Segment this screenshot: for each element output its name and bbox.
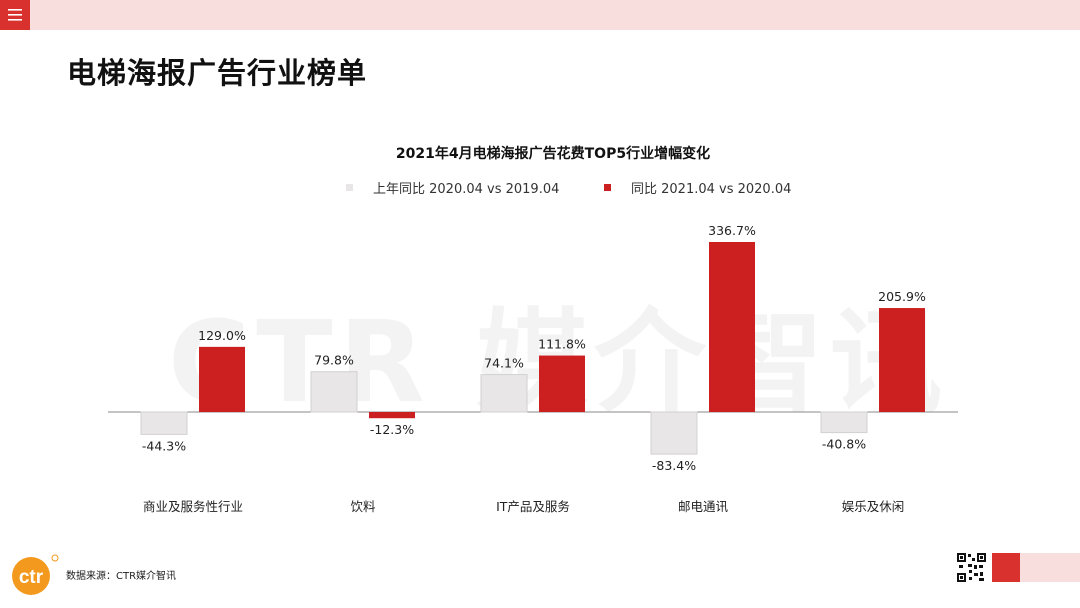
data-label-curr-4: 336.7% <box>708 223 756 238</box>
category-label-5: 娱乐及休闲 <box>842 499 905 514</box>
category-label-1: 商业及服务性行业 <box>143 499 243 514</box>
category-label-2: 饮料 <box>350 499 376 514</box>
bar-prev-2 <box>310 371 358 413</box>
data-label-curr-3: 111.8% <box>538 337 586 352</box>
bar-curr-4 <box>709 242 755 412</box>
page-title: 电梯海报广告行业榜单 <box>67 56 368 90</box>
data-label-curr-5: 205.9% <box>878 289 926 304</box>
data-label-curr-2: -12.3% <box>370 422 414 437</box>
bar-curr-2 <box>369 412 415 419</box>
logo-text: ctr <box>19 567 44 588</box>
bar-prev-4 <box>650 411 698 455</box>
data-source: 数据来源：CTR媒介智讯 <box>66 571 177 582</box>
data-label-curr-1: 129.0% <box>198 328 246 343</box>
legend-label-2: 同比 2021.04 vs 2020.04 <box>631 182 791 197</box>
legend-label-1: 上年同比 2020.04 vs 2019.04 <box>373 182 559 197</box>
legend-swatch-2 <box>604 184 611 191</box>
category-label-4: 邮电通讯 <box>678 499 729 514</box>
data-label-prev-3: 74.1% <box>484 356 524 371</box>
bar-curr-3 <box>539 355 585 412</box>
menu-button[interactable] <box>0 0 30 30</box>
chart-title: 2021年4月电梯海报广告花费TOP5行业增幅变化 <box>396 145 710 162</box>
legend-swatch-1 <box>346 184 353 191</box>
data-label-prev-2: 79.8% <box>314 353 354 368</box>
qr-code-icon <box>957 553 986 582</box>
footer-pink-bar <box>1020 553 1080 582</box>
menu-icon <box>8 9 22 21</box>
top-bar <box>0 0 1080 30</box>
data-label-prev-5: -40.8% <box>822 437 866 452</box>
bar-prev-3 <box>480 374 528 413</box>
ctr-logo: ctr <box>12 554 59 595</box>
bar-prev-5 <box>820 411 868 434</box>
bar-prev-1 <box>140 411 188 435</box>
bar-curr-5 <box>879 308 925 412</box>
category-label-3: IT产品及服务 <box>496 499 570 514</box>
data-label-prev-1: -44.3% <box>142 438 186 453</box>
data-label-prev-4: -83.4% <box>652 458 696 473</box>
footer-accent-bar <box>992 553 1021 582</box>
bar-curr-1 <box>199 346 245 412</box>
